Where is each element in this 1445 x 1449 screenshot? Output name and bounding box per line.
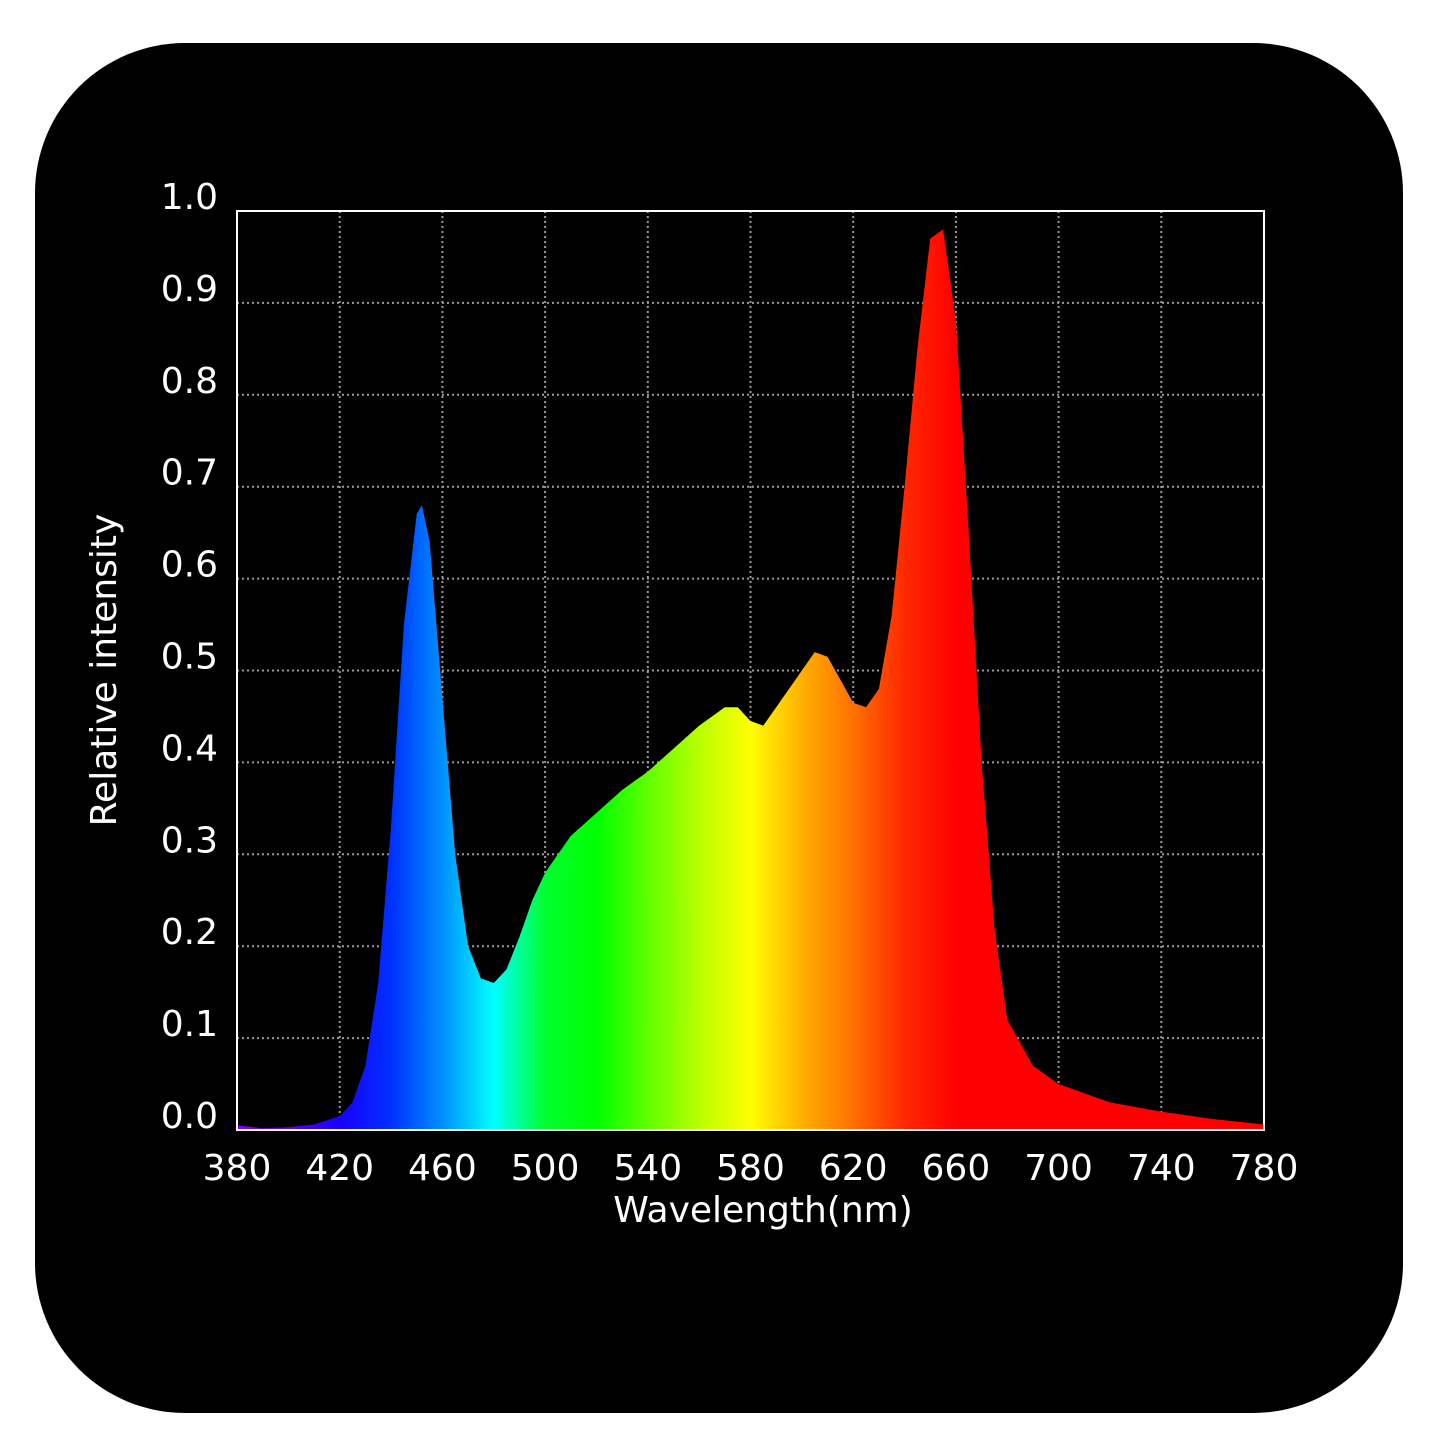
plot-border [236,210,1265,1131]
x-tick-label: 420 [305,1148,374,1189]
y-tick-label: 0.3 [161,820,218,861]
y-tick-label: 0.0 [161,1096,218,1137]
y-tick-label: 1.0 [161,177,218,218]
y-tick-label: 0.6 [161,545,218,586]
x-tick-label: 780 [1230,1148,1299,1189]
x-tick-label: 740 [1127,1148,1196,1189]
x-axis-label: Wavelength(nm) [613,1190,913,1231]
x-tick-label: 380 [203,1148,272,1189]
x-tick-label: 460 [408,1148,477,1189]
y-tick-label: 0.7 [161,453,218,494]
x-tick-label: 580 [716,1148,785,1189]
x-tick-label: 500 [511,1148,580,1189]
y-axis-label: Relative intensity [84,514,125,827]
x-tick-label: 620 [819,1148,888,1189]
y-tick-label: 0.8 [161,361,218,402]
y-tick-label: 0.4 [161,728,218,769]
x-tick-label: 700 [1024,1148,1093,1189]
y-tick-label: 0.1 [161,1004,218,1045]
y-tick-label: 0.9 [161,269,218,310]
y-tick-label: 0.5 [161,637,218,678]
y-tick-label: 0.2 [161,912,218,953]
x-tick-label: 540 [613,1148,682,1189]
x-tick-label: 660 [922,1148,991,1189]
spectrum-area [237,229,1264,1130]
